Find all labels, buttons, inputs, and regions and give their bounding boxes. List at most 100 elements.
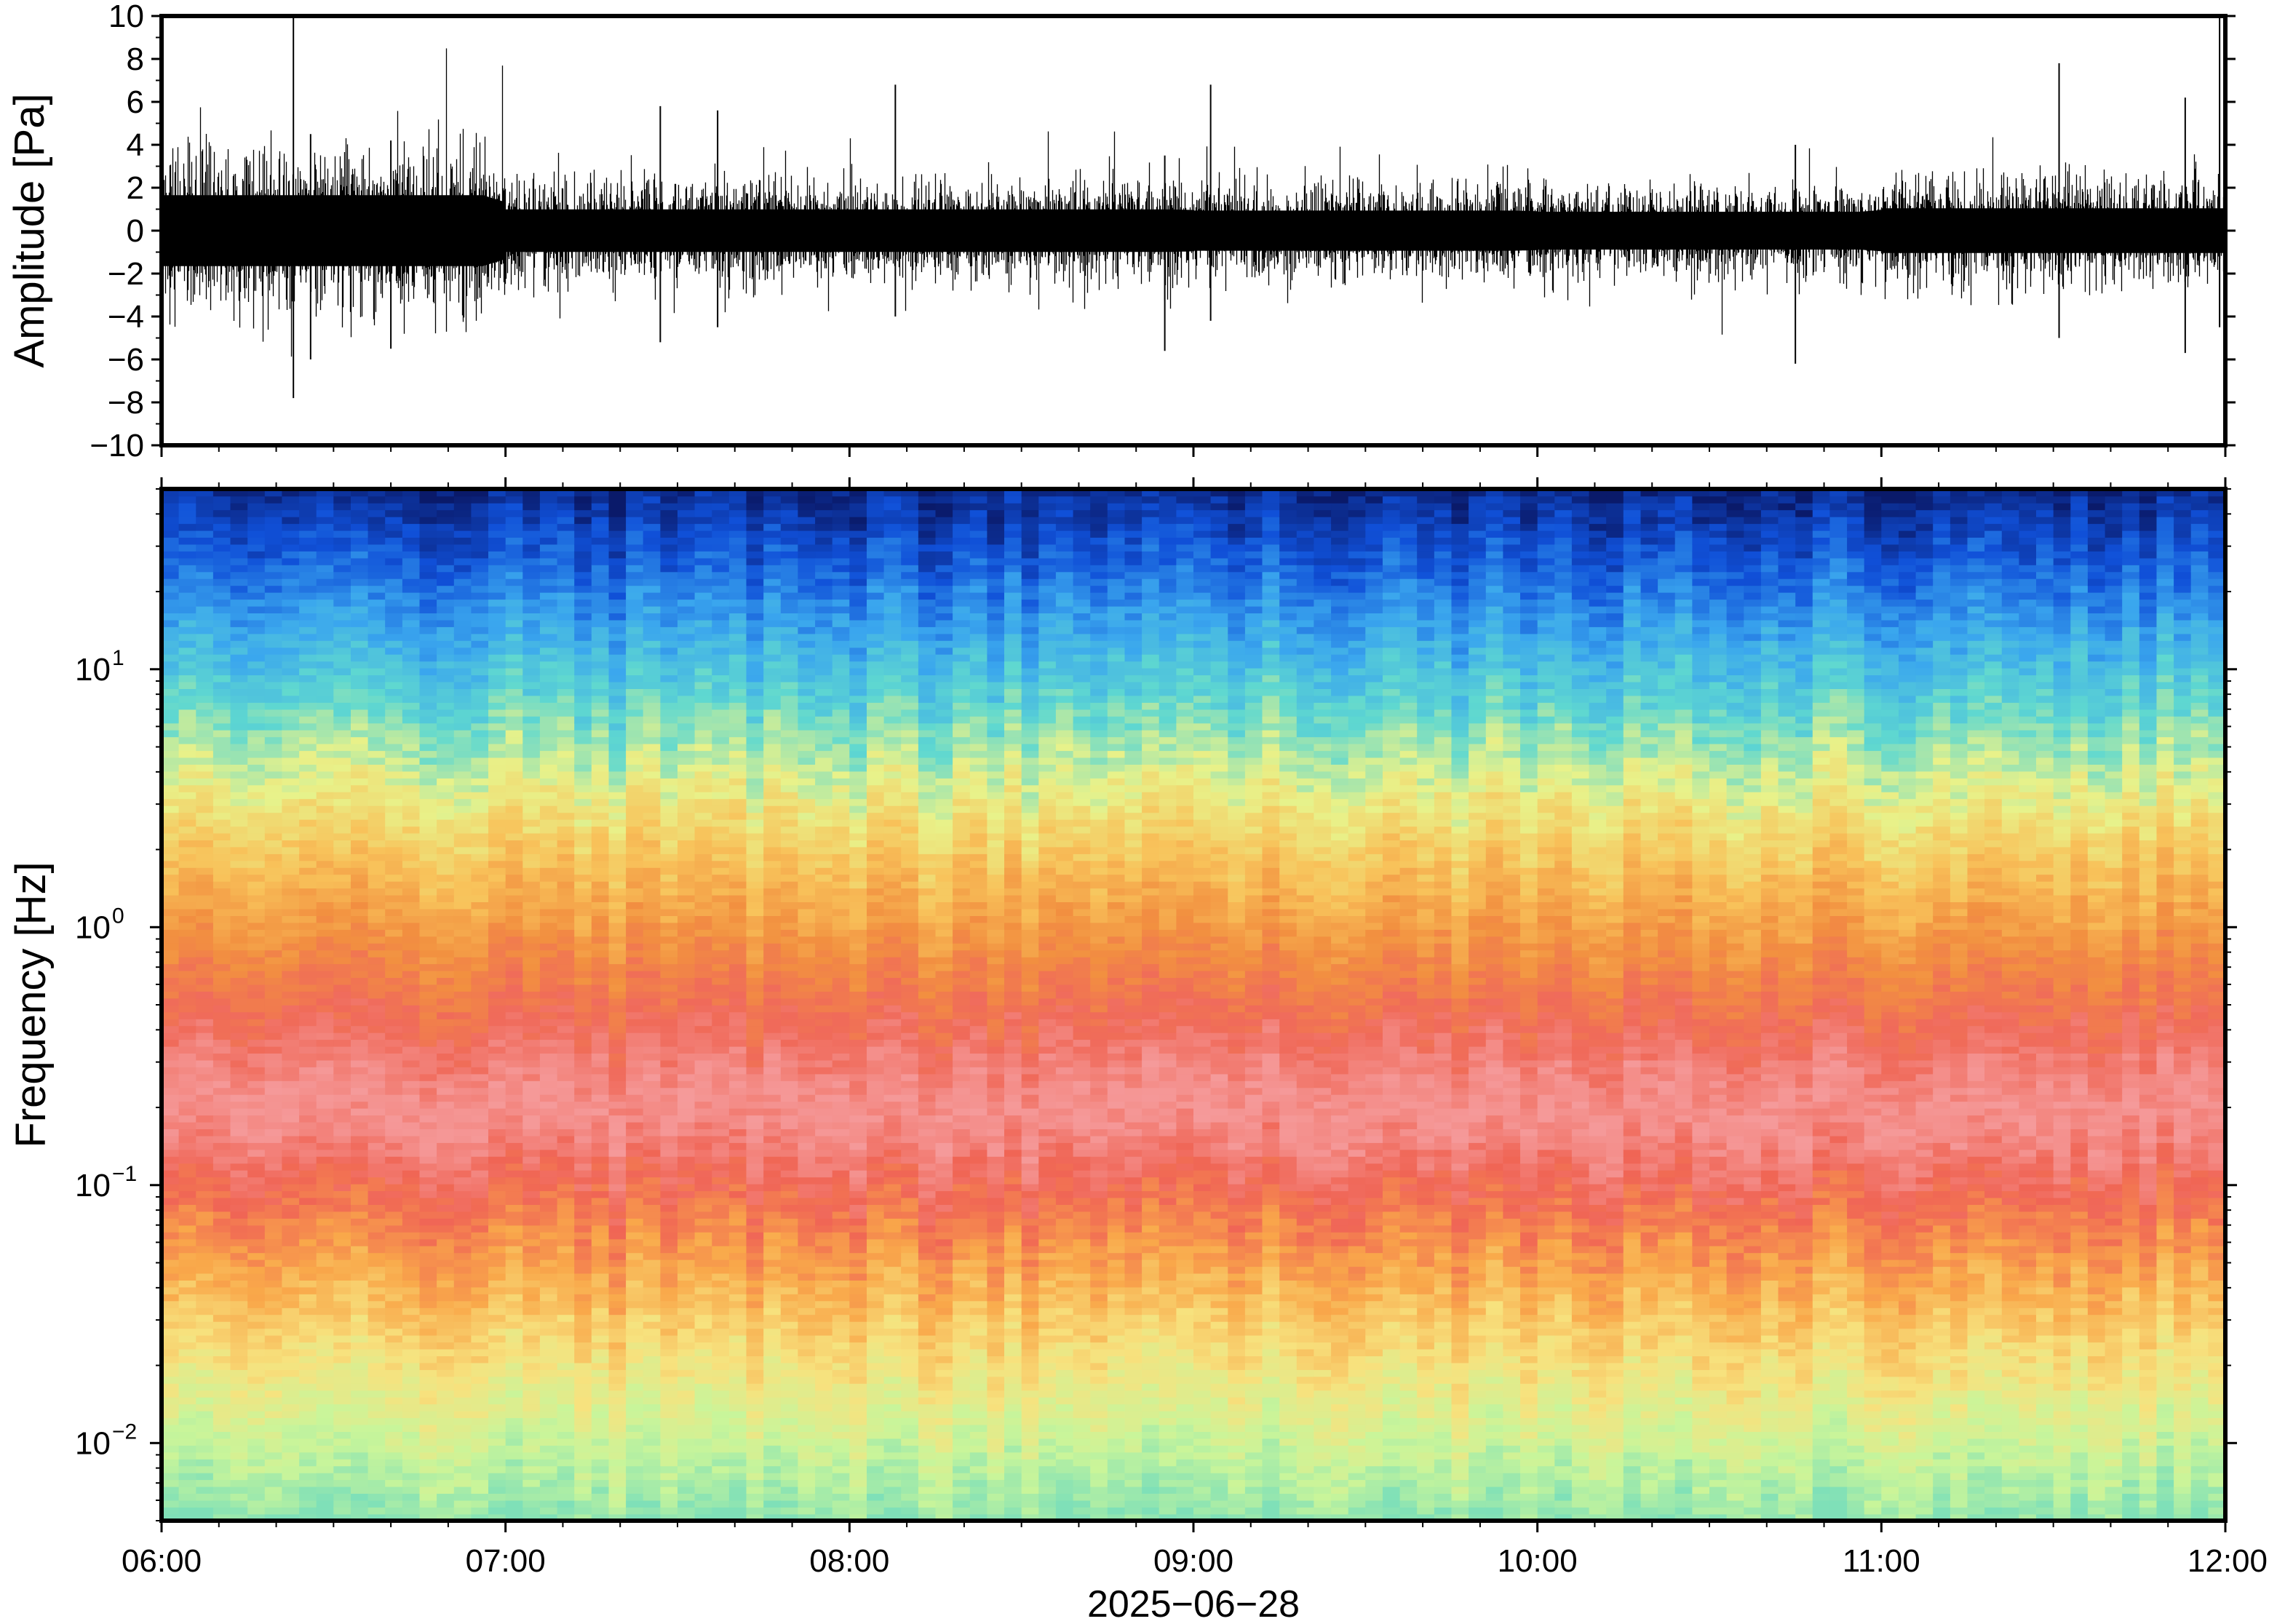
- spectrogram-cell: [299, 1396, 317, 1405]
- spectrogram-cell: [712, 1177, 730, 1185]
- spectrogram-cell: [574, 915, 592, 923]
- spectrogram-cell: [643, 653, 661, 662]
- spectrogram-cell: [299, 565, 317, 573]
- spectrogram-cell: [522, 819, 541, 827]
- spectrogram-cell: [264, 791, 283, 800]
- spectrogram-cell: [591, 1513, 610, 1521]
- spectrogram-cell: [608, 998, 627, 1006]
- spectrogram-cell: [196, 1197, 214, 1205]
- spectrogram-cell: [402, 963, 421, 971]
- spectrogram-cell: [471, 489, 489, 497]
- spectrogram-cell: [367, 1039, 386, 1047]
- spectrogram-cell: [162, 1025, 180, 1033]
- spectrogram-cell: [178, 942, 196, 951]
- spectrogram-cell: [574, 1465, 592, 1473]
- spectrogram-cell: [351, 778, 369, 786]
- spectrogram-cell: [574, 1005, 592, 1013]
- spectrogram-cell: [367, 922, 386, 930]
- spectrogram-cell: [488, 1101, 506, 1109]
- spectrogram-cell: [178, 1356, 196, 1364]
- spectrogram-cell: [264, 495, 283, 503]
- spectrogram-cell: [333, 599, 351, 607]
- spectrogram-cell: [471, 1067, 489, 1075]
- spectrogram-cell: [212, 571, 231, 579]
- spectrogram-cell: [367, 489, 386, 497]
- spectrogram-cell: [212, 509, 231, 517]
- spectrogram-cell: [402, 908, 421, 916]
- spectrogram-cell: [522, 880, 541, 889]
- spectrogram-cell: [178, 860, 196, 868]
- spectrogram-cell: [677, 1458, 696, 1467]
- spectrogram-cell: [351, 1445, 369, 1453]
- spectrogram-cell: [453, 860, 472, 868]
- spectrogram-cell: [539, 867, 558, 875]
- spectrogram-cell: [316, 1101, 335, 1109]
- spectrogram-cell: [385, 743, 403, 752]
- spectrogram-cell: [522, 516, 541, 525]
- spectrogram-cell: [264, 1266, 283, 1274]
- spectrogram-cell: [471, 1458, 489, 1467]
- spectrogram-cell: [282, 1073, 300, 1081]
- spectrogram-cell: [437, 544, 455, 552]
- spectrogram-cell: [402, 1018, 421, 1027]
- spectrogram-cell: [505, 1493, 524, 1501]
- spectrogram-cell: [230, 1232, 248, 1240]
- spectrogram-cell: [643, 1404, 661, 1412]
- spectrogram-cell: [694, 805, 712, 813]
- spectrogram-cell: [522, 778, 541, 786]
- spectrogram-cell: [333, 1067, 351, 1075]
- spectrogram-cell: [333, 1500, 351, 1508]
- spectrogram-cell: [626, 709, 644, 717]
- spectrogram-cell: [677, 1334, 696, 1343]
- spectrogram-cell: [385, 1046, 403, 1054]
- spectrogram-cell: [574, 551, 592, 559]
- spectrogram-cell: [591, 1156, 610, 1164]
- spectrogram-cell: [626, 1286, 644, 1294]
- spectrogram-cell: [574, 1149, 592, 1157]
- spectrogram-cell: [608, 977, 627, 985]
- spectrogram-cell: [694, 1356, 712, 1364]
- spectrogram-cell: [488, 688, 506, 696]
- spectrogram-cell: [178, 784, 196, 792]
- spectrogram-cell: [367, 592, 386, 600]
- spectrogram-cell: [419, 592, 437, 600]
- spectrogram-cell: [471, 592, 489, 600]
- spectrogram-cell: [333, 565, 351, 573]
- spectrogram-cell: [643, 1342, 661, 1350]
- spectrogram-cell: [488, 764, 506, 772]
- spectrogram-cell: [574, 1129, 592, 1137]
- spectrogram-cell: [643, 832, 661, 840]
- spectrogram-cell: [453, 977, 472, 985]
- spectrogram-cell: [608, 592, 627, 600]
- spectrogram-cell: [402, 888, 421, 896]
- spectrogram-cell: [574, 1294, 592, 1302]
- spectrogram-cell: [367, 757, 386, 765]
- spectrogram-cell: [402, 709, 421, 717]
- spectrogram-cell: [557, 880, 575, 889]
- spectrogram-cell: [247, 661, 266, 669]
- spectrogram-cell: [402, 1356, 421, 1364]
- spectrogram-cell: [247, 1382, 266, 1391]
- spectrogram-cell: [453, 605, 472, 613]
- spectrogram-cell: [694, 853, 712, 861]
- spectrogram-cell: [196, 846, 214, 854]
- spectrogram-cell: [196, 1107, 214, 1116]
- spectrogram-cell: [522, 1101, 541, 1109]
- spectrogram-cell: [196, 798, 214, 806]
- spectrogram-cell: [557, 936, 575, 944]
- spectrogram-cell: [282, 771, 300, 779]
- spectrogram-cell: [351, 1438, 369, 1446]
- spectrogram-cell: [419, 1362, 437, 1370]
- spectrogram-cell: [316, 1452, 335, 1460]
- spectrogram-cell: [591, 915, 610, 923]
- spectrogram-cell: [385, 1452, 403, 1460]
- spectrogram-cell: [437, 578, 455, 586]
- spectrogram-cell: [333, 942, 351, 951]
- spectrogram-cell: [196, 1424, 214, 1432]
- spectrogram-cell: [351, 1500, 369, 1508]
- spectrogram-cell: [608, 1087, 627, 1095]
- spectrogram-cell: [419, 963, 437, 971]
- spectrogram-cell: [402, 1431, 421, 1439]
- spectrogram-cell: [505, 1356, 524, 1364]
- spectrogram-cell: [574, 1156, 592, 1164]
